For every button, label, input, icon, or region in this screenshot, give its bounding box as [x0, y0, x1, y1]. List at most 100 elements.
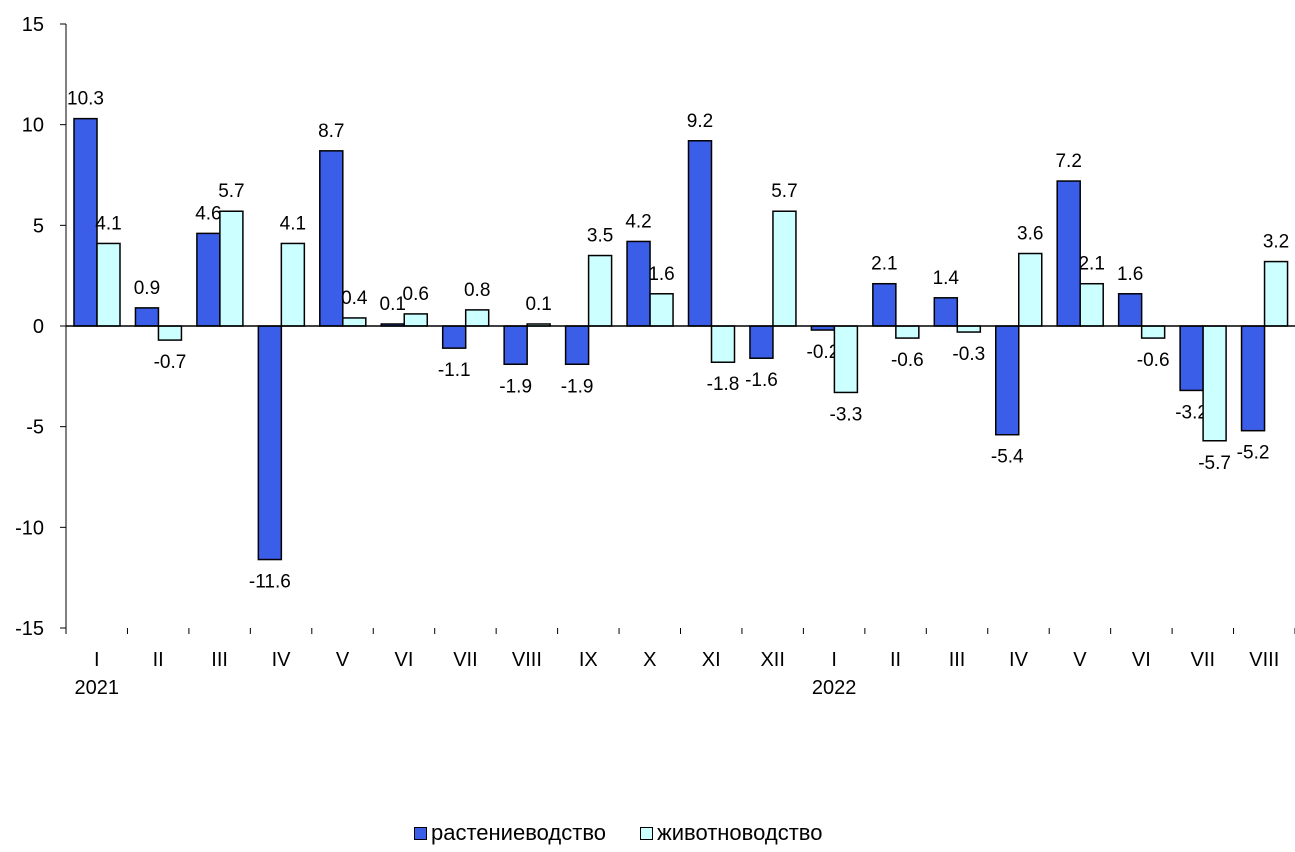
bar-series-0: [503, 325, 528, 366]
bar-series-0: [73, 117, 98, 327]
x-tick-label: V: [336, 649, 350, 671]
x-tick-label: XI: [702, 649, 721, 671]
bar-series-0: [995, 325, 1020, 436]
bar-series-1: [280, 242, 306, 327]
x-tick-label: III: [211, 649, 228, 671]
data-label-series-1: 5.7: [218, 181, 244, 202]
bar-series-1: [710, 325, 736, 363]
bar-series-1: [1202, 325, 1227, 442]
bar-series-0: [626, 240, 651, 327]
bar-series-1: [772, 210, 797, 327]
bar-series-1: [219, 210, 244, 327]
bar-series-1: [649, 293, 674, 327]
bar-series-1: [895, 325, 920, 339]
legend-label-series-1: животноводство: [657, 820, 823, 845]
bar-series-1: [833, 325, 859, 394]
y-tick-label: -10: [15, 517, 44, 539]
data-label-series-0: 1.4: [933, 268, 960, 289]
legend-swatch-series-1: [640, 826, 653, 840]
y-tick-label: 0: [33, 316, 44, 338]
data-label-series-1: 0.8: [464, 280, 490, 301]
data-label-series-1: 3.6: [1017, 224, 1043, 245]
y-tick-label: -5: [26, 417, 44, 439]
data-label-series-0: 4.2: [625, 211, 651, 232]
bar-series-1: [342, 317, 367, 327]
legend: растениеводство животноводство: [0, 820, 1295, 850]
x-tick-label: II: [153, 649, 164, 671]
data-label-series-0: 7.2: [1055, 151, 1081, 172]
bar-series-0: [872, 282, 897, 327]
y-tick-label: 5: [33, 215, 44, 237]
y-tick-label: 15: [22, 14, 44, 36]
bar-series-0: [441, 325, 467, 349]
x-tick-label: VII: [453, 649, 477, 671]
legend-item-series-0: растениеводство: [414, 820, 606, 846]
bar-series-0: [319, 150, 344, 327]
x-tick-label: I: [831, 649, 837, 671]
data-label-series-0: -3.2: [1175, 402, 1208, 423]
legend-label-series-0: растениеводство: [431, 820, 606, 845]
x-tick-label: IV: [272, 649, 292, 671]
x-year-label: 2022: [812, 677, 857, 699]
data-label-series-1: 0.1: [525, 294, 551, 315]
data-label-series-1: -3.3: [830, 404, 863, 425]
bar-series-1: [1140, 325, 1166, 339]
bar-series-1: [1079, 282, 1104, 327]
data-label-series-1: 3.2: [1263, 232, 1289, 253]
bar-chart: 15 10 5 0 -5 -10 -15 10.3 0.9 4.6 -11.6 8.7 0.1 -1.1 -…: [15, 14, 1295, 699]
bar-series-1: [464, 309, 490, 327]
bar-series-0: [1056, 180, 1081, 327]
data-label-series-0: -1.6: [745, 370, 778, 391]
x-year-label: 2021: [74, 677, 119, 699]
data-label-series-0: 8.7: [318, 121, 344, 142]
data-label-series-1: 3.5: [587, 226, 613, 247]
x-tick-label: V: [1073, 649, 1087, 671]
y-tick-label: 10: [22, 115, 44, 137]
data-label-series-1: -0.3: [952, 344, 985, 365]
data-label-series-1: 2.1: [1078, 254, 1104, 275]
data-label-series-0: 1.6: [1117, 264, 1143, 285]
data-label-series-1: -5.7: [1198, 453, 1231, 474]
bar-series-1: [1263, 260, 1289, 327]
data-label-series-1: 5.7: [771, 181, 797, 202]
data-label-series-1: 0.6: [403, 284, 429, 305]
bar-series-1: [96, 242, 121, 327]
data-label-series-1: 4.1: [95, 213, 121, 234]
x-tick-label: VII: [1191, 649, 1215, 671]
x-tick-label: I: [94, 649, 100, 671]
x-tick-label: III: [949, 649, 966, 671]
bar-series-1: [1018, 252, 1043, 327]
x-tick-label: XII: [760, 649, 784, 671]
bar-series-0: [749, 325, 774, 359]
data-label-series-1: -1.8: [707, 374, 740, 395]
data-label-series-1: -0.6: [1137, 350, 1170, 371]
data-label-series-0: -5.2: [1237, 443, 1270, 464]
x-tick-label: VIII: [512, 649, 542, 671]
y-tick-label: -15: [15, 618, 44, 640]
legend-item-series-1: животноводство: [640, 820, 822, 846]
data-label-series-0: 0.1: [380, 294, 406, 315]
bar-series-0: [1179, 325, 1204, 392]
data-label-series-0: -1.9: [499, 376, 532, 397]
data-label-series-0: -11.6: [249, 572, 291, 593]
data-label-series-0: -1.9: [561, 376, 594, 397]
bar-series-1: [587, 254, 613, 327]
data-label-series-0: 4.6: [195, 203, 221, 224]
data-label-series-0: 0.9: [134, 278, 160, 299]
data-label-series-0: 9.2: [687, 111, 713, 132]
x-tick-label: IX: [579, 649, 598, 671]
legend-swatch-series-0: [414, 826, 427, 840]
bar-series-1: [956, 325, 982, 333]
bar-series-0: [1117, 293, 1143, 327]
data-label-series-1: 4.1: [280, 213, 306, 234]
data-label-series-0: -0.2: [807, 342, 840, 363]
bar-series-0: [687, 140, 713, 327]
data-label-series-1: 1.6: [648, 264, 674, 285]
data-label-series-1: -0.6: [891, 350, 924, 371]
x-tick-label: X: [643, 649, 656, 671]
x-tick-label: VIII: [1249, 649, 1279, 671]
bar-series-0: [1240, 325, 1266, 432]
data-label-series-1: -0.7: [154, 352, 187, 373]
data-label-series-0: -5.4: [991, 447, 1024, 468]
